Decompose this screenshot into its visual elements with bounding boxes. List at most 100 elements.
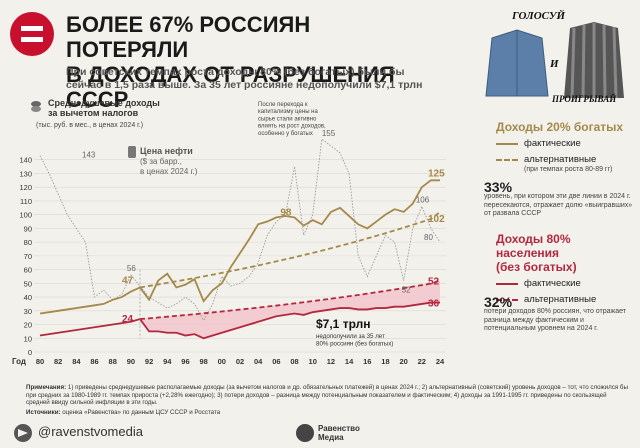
legend-rich-actual: фактические: [496, 138, 634, 150]
y-axis-title-2: за вычетом налогов: [48, 108, 139, 118]
gap-value: $7,1 трлн: [316, 317, 370, 331]
capitalism-note-line: сырье стали активно: [258, 116, 317, 122]
income-gap-area: [140, 280, 440, 339]
x-tick-label: 90: [127, 357, 135, 366]
y-tick-label: 100: [19, 211, 32, 220]
page-subtitle: При советских темпах роста доходы 80% (б…: [66, 66, 423, 91]
oil-axis-unit-2: в ценах 2024 г.): [140, 167, 198, 176]
legend-poor-actual: фактические: [496, 278, 634, 290]
promo-text-3: ПРОИГРЫВАЙ: [552, 94, 617, 104]
social-handle[interactable]: @ravenstvomedia: [38, 424, 143, 439]
capitalism-note-line: особенно у богатых: [258, 131, 313, 137]
telegram-icon[interactable]: [14, 424, 32, 442]
oil-price-line: [39, 138, 441, 322]
y-tick-label: 50: [24, 279, 32, 288]
x-tick-label: 04: [254, 357, 263, 366]
gap-note-line: 80% россиян (без богатых): [316, 341, 393, 348]
x-tick-label: 14: [345, 357, 354, 366]
coins-icon-2: [31, 106, 41, 112]
x-tick-label: 00: [218, 357, 226, 366]
legend-poor: Доходы 80% населения (без богатых) факти…: [496, 232, 634, 306]
y-tick-label: 70: [24, 252, 32, 261]
rich-actual-line: [39, 179, 440, 315]
label-oil-2022: 106: [416, 195, 430, 204]
capitalism-note-line: капитализму цены на: [258, 109, 318, 115]
capitalism-note-line: влиять на рост доходов,: [258, 124, 326, 130]
legend-rich-alt: альтернативные: [496, 154, 634, 166]
x-tick-label: 94: [163, 357, 172, 366]
x-tick-label: 12: [327, 357, 335, 366]
x-tick-label: 06: [272, 357, 280, 366]
legend-rich-title: Доходы 20% богатых: [496, 120, 624, 134]
label-rich-start: 47: [122, 275, 134, 286]
legend-poor-title-1: Доходы 80% населения: [496, 232, 571, 260]
coins-icon: [31, 101, 41, 107]
x-tick-label: 80: [36, 357, 44, 366]
x-tick-label: 96: [181, 357, 189, 366]
brand-name: Равенство Медиа: [318, 424, 360, 442]
panel-33: 33% уровень, при котором эти две линии в…: [484, 180, 634, 219]
label-oil-2024: 80: [424, 233, 433, 242]
y-tick-label: 30: [24, 307, 32, 316]
promo-text-2: И: [550, 58, 559, 70]
rich-alt-line: [139, 211, 441, 289]
label-poor-alt-end: 52: [428, 277, 440, 288]
x-tick-label: 98: [199, 357, 207, 366]
notes-text: Примечания: 1) приведены среднедушевые р…: [26, 384, 628, 407]
x-axis-title: Год: [12, 357, 26, 366]
poor-actual-line: [39, 301, 440, 340]
oil-barrel-icon: [128, 146, 136, 158]
label-poor-end: 36: [428, 299, 440, 310]
label-oil-2020: 52: [402, 286, 411, 295]
brand-media-icon: [296, 424, 314, 442]
y-tick-label: 80: [24, 238, 32, 247]
y-tick-label: 0: [28, 348, 32, 357]
x-tick-label: 86: [90, 357, 98, 366]
label-rich-peak: 98: [280, 207, 292, 218]
gap-note-line: недополучили за 35 лет: [316, 333, 385, 340]
y-tick-label: 110: [20, 197, 32, 206]
x-tick-label: 22: [418, 357, 426, 366]
poor-alt-line: [139, 279, 441, 320]
legend-poor-alt: альтернативные: [496, 294, 634, 306]
y-axis-title-1: Среднедушевые доходы: [48, 98, 160, 108]
y-tick-label: 20: [24, 321, 32, 330]
x-tick-label: 18: [381, 357, 389, 366]
sources: Источники: оценка «Равенства» по данным …: [26, 408, 221, 416]
pct-32-note: потери доходов 80% россиян, что отражает…: [484, 308, 626, 332]
promo-image[interactable]: ГОЛОСУЙ И ПРОИГРЫВАЙ: [482, 8, 632, 108]
x-tick-label: 88: [109, 357, 117, 366]
legend-rich: Доходы 20% богатых фактические альтернат…: [496, 120, 634, 175]
x-tick-label: 08: [290, 357, 298, 366]
notes: Примечания: 1) приведены среднедушевые р…: [26, 384, 630, 416]
y-tick-label: 130: [19, 169, 32, 178]
x-tick-label: 82: [54, 357, 62, 366]
jackets-illustration-icon: [485, 22, 624, 99]
y-tick-label: 140: [19, 156, 32, 165]
legend-rich-alt-note: (при темпах роста 80-89 гг): [524, 166, 613, 173]
x-tick-label: 24: [436, 357, 445, 366]
y-tick-label: 40: [24, 293, 32, 302]
label-poor-start: 24: [122, 314, 134, 325]
panel-32: 32% потери доходов 80% россиян, что отра…: [484, 294, 634, 334]
x-tick-label: 20: [399, 357, 407, 366]
x-tick-label: 16: [363, 357, 371, 366]
x-tick-label: 84: [72, 357, 81, 366]
y-tick-label: 90: [24, 224, 32, 233]
footer: @ravenstvomedia Равенство Медиа: [0, 418, 640, 448]
ravenstvo-logo-icon: [10, 12, 54, 56]
oil-axis-unit-1: ($ за барр.,: [140, 157, 182, 166]
oil-axis-title: Цена нефти: [140, 146, 193, 156]
y-tick-label: 120: [19, 183, 32, 192]
label-oil-peak-2: 155: [322, 129, 336, 138]
label-rich-alt-end: 102: [428, 214, 445, 225]
capitalism-note-line: После перехода к: [258, 102, 308, 108]
label-oil-1990: 56: [127, 264, 136, 273]
legend-poor-title-2: (без богатых): [496, 260, 577, 274]
label-oil-peak-1: 143: [82, 151, 96, 160]
y-axis-unit: (тыс. руб. в мес., в ценах 2024 г.): [36, 121, 143, 129]
x-tick-label: 02: [236, 357, 244, 366]
pct-32: 32%: [484, 294, 513, 310]
promo-text-1: ГОЛОСУЙ: [512, 10, 566, 22]
